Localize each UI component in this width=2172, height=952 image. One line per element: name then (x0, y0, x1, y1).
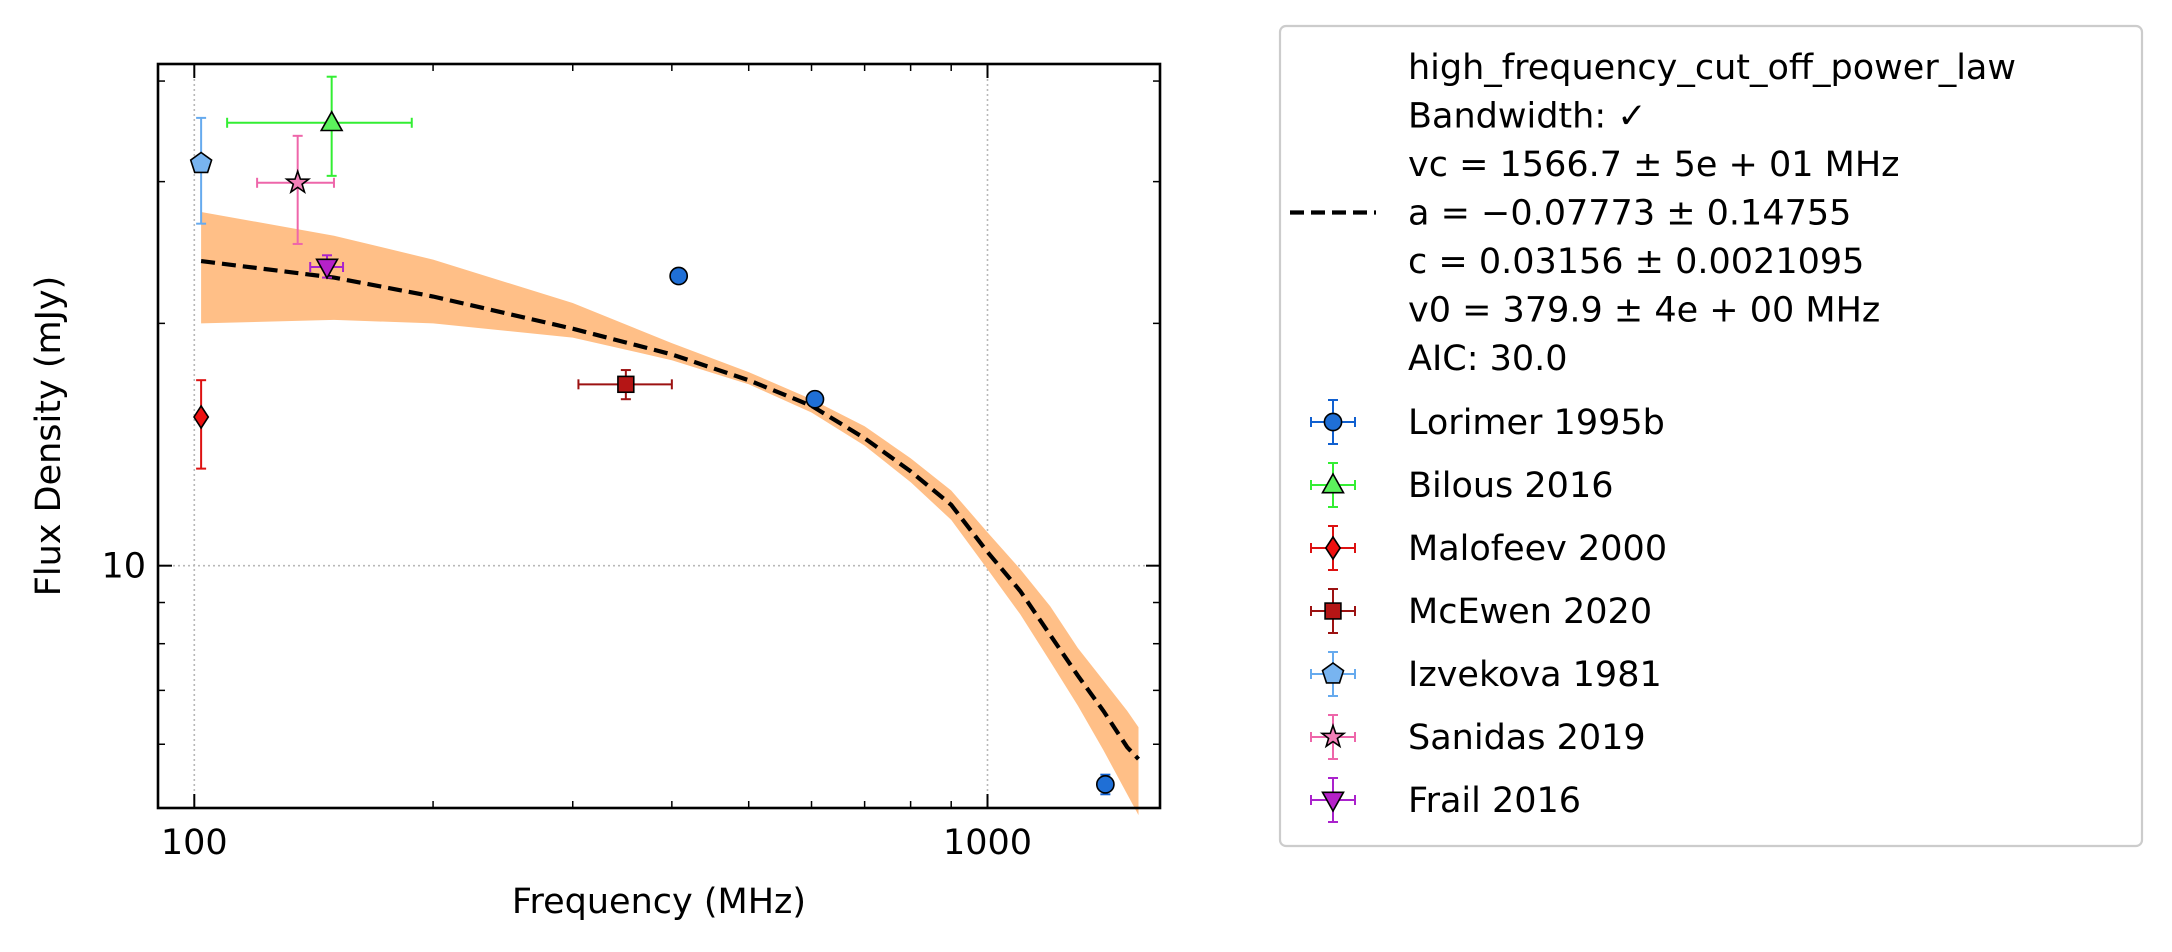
data-points-layer (189, 75, 1115, 796)
legend-entry: Sanidas 2019 (1310, 714, 1646, 760)
data-point (315, 258, 339, 280)
legend-entry: Izvekova 1981 (1310, 651, 1662, 697)
legend-label: Izvekova 1981 (1408, 655, 1662, 695)
series-lorimer-1995b (669, 266, 1115, 796)
x-axis-label: Frequency (MHz) (512, 882, 806, 922)
legend-marker (1321, 791, 1345, 813)
legend-label: Bilous 2016 (1408, 466, 1614, 506)
legend-series-entries: Lorimer 1995b Bilous 2016 Malofeev 2000 McE… (1310, 399, 1667, 823)
legend-marker (1321, 472, 1345, 494)
legend-entry: Frail 2016 (1310, 777, 1581, 823)
legend-marker (1324, 602, 1342, 620)
legend-marker (1324, 535, 1342, 561)
data-point (617, 375, 635, 394)
ticks: 100 1000 10 (101, 64, 1160, 863)
series-malofeev-2000 (193, 379, 210, 470)
legend-entry: Bilous 2016 (1310, 462, 1614, 508)
legend-label: Sanidas 2019 (1408, 718, 1646, 758)
series-sanidas-2019 (256, 134, 335, 245)
legend-label: McEwen 2020 (1408, 592, 1652, 632)
series-mcewen-2020 (577, 369, 673, 401)
legend-marker (1321, 662, 1345, 684)
x-tick-label: 1000 (943, 823, 1032, 863)
series-frail-2016 (309, 254, 345, 280)
data-point (669, 266, 689, 286)
legend-fit-line: a = −0.07773 ± 0.14755 (1408, 194, 1851, 234)
legend-entry: McEwen 2020 (1310, 588, 1652, 634)
legend-fit-line: v0 = 379.9 ± 4e + 00 MHz (1408, 291, 1880, 331)
legend-fit-line: c = 0.03156 ± 0.0021095 (1408, 242, 1864, 282)
data-point (319, 110, 344, 132)
fit-curve-layer (200, 259, 1141, 761)
data-point (189, 151, 213, 174)
legend-box (1278, 24, 2144, 848)
series-izvekova-1981 (189, 116, 213, 225)
legend: high_frequency_cut_off_power_law Bandwidt… (1278, 24, 2144, 848)
data-point (1095, 774, 1115, 794)
y-axis-label: Flux Density (mJy) (29, 276, 69, 597)
x-tick-label: 100 (161, 823, 228, 863)
data-point (805, 389, 825, 409)
legend-entry: Malofeev 2000 (1310, 525, 1667, 571)
y-tick-label: 10 (101, 547, 146, 587)
legend-fit-line: vc = 1566.7 ± 5e + 01 MHz (1408, 145, 1900, 185)
legend-label: Malofeev 2000 (1408, 529, 1667, 569)
legend-fit-entry: high_frequency_cut_off_power_law Bandwidt… (1290, 48, 2016, 379)
plot-area: 100 1000 10 (101, 62, 1162, 863)
fit-curve (200, 259, 1141, 761)
legend-marker (1323, 412, 1343, 432)
legend-label: Lorimer 1995b (1408, 403, 1665, 443)
data-point (284, 168, 312, 195)
axes-frame (156, 62, 1162, 810)
data-point (193, 404, 210, 430)
series-bilous-2016 (226, 75, 413, 177)
legend-fit-line: high_frequency_cut_off_power_law (1408, 48, 2016, 88)
legend-entry: Lorimer 1995b (1310, 399, 1665, 445)
legend-fit-line: Bandwidth: ✓ (1408, 97, 1647, 137)
legend-label: Frail 2016 (1408, 781, 1581, 821)
legend-marker (1319, 723, 1347, 749)
legend-fit-line: AIC: 30.0 (1408, 339, 1568, 379)
